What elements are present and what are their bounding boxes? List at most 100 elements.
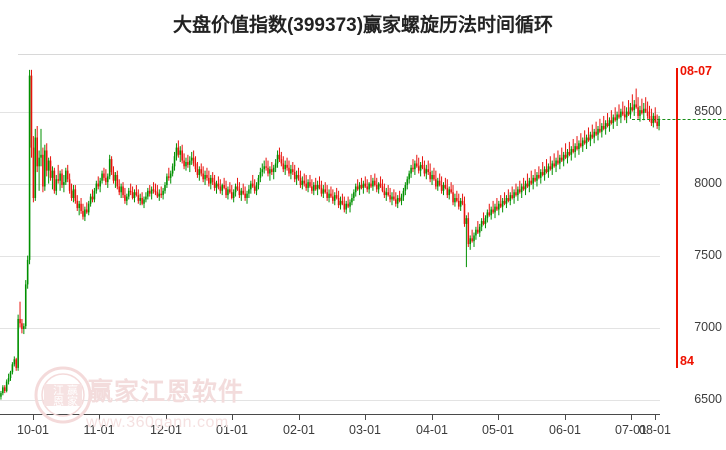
candle-body — [156, 192, 159, 197]
candle-body — [65, 170, 67, 183]
candle-body — [44, 150, 46, 187]
candle-body — [436, 180, 439, 187]
candle-body — [518, 189, 521, 193]
candle-body — [206, 174, 208, 178]
candle-body — [383, 190, 386, 196]
candle-body — [421, 164, 424, 168]
candle-body — [164, 185, 166, 191]
candle-body — [28, 75, 31, 260]
candle-body — [578, 143, 580, 150]
candle-body — [17, 318, 19, 368]
candle-body — [122, 186, 124, 196]
candle-body — [280, 159, 283, 164]
candle-body — [244, 193, 246, 198]
candle-body — [91, 196, 94, 200]
candle-body — [175, 147, 178, 157]
candle-body — [84, 209, 86, 217]
candle-body — [238, 189, 241, 196]
candle-body — [278, 154, 281, 160]
candle-body — [188, 160, 191, 165]
candle-body — [171, 166, 174, 174]
candle-body — [642, 108, 645, 114]
candle-body — [480, 221, 483, 227]
candle-body — [126, 196, 128, 201]
candle-body — [38, 157, 40, 167]
candle-body — [255, 185, 258, 191]
candle-body — [47, 160, 50, 171]
candle-body — [93, 190, 96, 200]
candle-body — [204, 174, 206, 180]
candle-body — [435, 179, 437, 187]
x-axis-tick — [565, 414, 566, 420]
candle-body — [484, 218, 487, 224]
candle-body — [177, 147, 180, 155]
candle-body — [267, 167, 269, 174]
candle-body — [57, 179, 59, 181]
candle-body — [429, 172, 431, 180]
watermark-brand: 赢家江恩软件 — [88, 378, 245, 406]
candle-body — [396, 198, 399, 204]
candle-body — [261, 169, 264, 173]
candle-body — [452, 192, 454, 203]
candle-body — [263, 166, 265, 170]
candle-body — [15, 359, 18, 368]
candle-body — [229, 189, 231, 193]
candle-body — [187, 162, 189, 165]
candle-body — [625, 111, 628, 118]
candle-body — [110, 159, 113, 173]
svg-text:江: 江 — [53, 384, 64, 397]
candle-body — [459, 200, 462, 207]
x-axis-tick — [365, 414, 366, 420]
candle-body — [158, 193, 161, 197]
x-axis-tick-label: 05-01 — [482, 423, 514, 437]
candle-body — [106, 176, 109, 183]
candle-body — [76, 200, 79, 209]
candle-body — [11, 364, 14, 373]
candle-body — [641, 110, 643, 114]
candle-body — [450, 189, 452, 193]
x-axis-tick — [655, 414, 656, 420]
watermark-url: www.360gann.com — [86, 414, 229, 431]
candle-body — [190, 157, 193, 161]
candle-body — [370, 183, 372, 187]
candle-body — [536, 174, 538, 181]
candle-body — [656, 121, 658, 126]
candle-body — [211, 177, 214, 183]
candle-body — [269, 169, 271, 174]
candle-body — [318, 185, 321, 188]
candle-body — [150, 189, 153, 194]
candle-body — [246, 193, 248, 198]
candle-body — [620, 111, 622, 118]
x-axis-tick-label: 11-01 — [83, 423, 115, 437]
candle-body — [532, 177, 534, 184]
candle-body — [131, 192, 134, 198]
candle-body — [330, 193, 332, 197]
x-axis-tick — [498, 414, 499, 420]
candle-body — [646, 111, 649, 116]
candle-body — [200, 169, 203, 174]
candle-body — [639, 110, 641, 116]
candle-body — [402, 190, 405, 197]
candle-body — [332, 196, 334, 201]
candle-body — [101, 173, 103, 181]
candle-body — [517, 189, 519, 196]
candle-body — [404, 185, 407, 191]
candle-body — [539, 172, 542, 178]
candle-body — [419, 164, 422, 171]
candle-body — [442, 185, 445, 191]
cycle-count-label: 84 — [680, 353, 694, 368]
candle-body — [557, 160, 559, 164]
candle-body — [391, 196, 393, 200]
candle-body — [658, 118, 660, 126]
candle-body — [400, 196, 403, 201]
candle-body — [328, 193, 330, 198]
gridline — [0, 255, 660, 257]
candle-body — [381, 186, 384, 191]
candle-body — [299, 177, 302, 186]
candle-body — [581, 140, 584, 147]
candle-body — [292, 169, 294, 173]
candle-body — [271, 169, 273, 173]
candle-body — [221, 185, 224, 191]
candle-body — [368, 183, 370, 190]
candle-body — [72, 189, 75, 198]
